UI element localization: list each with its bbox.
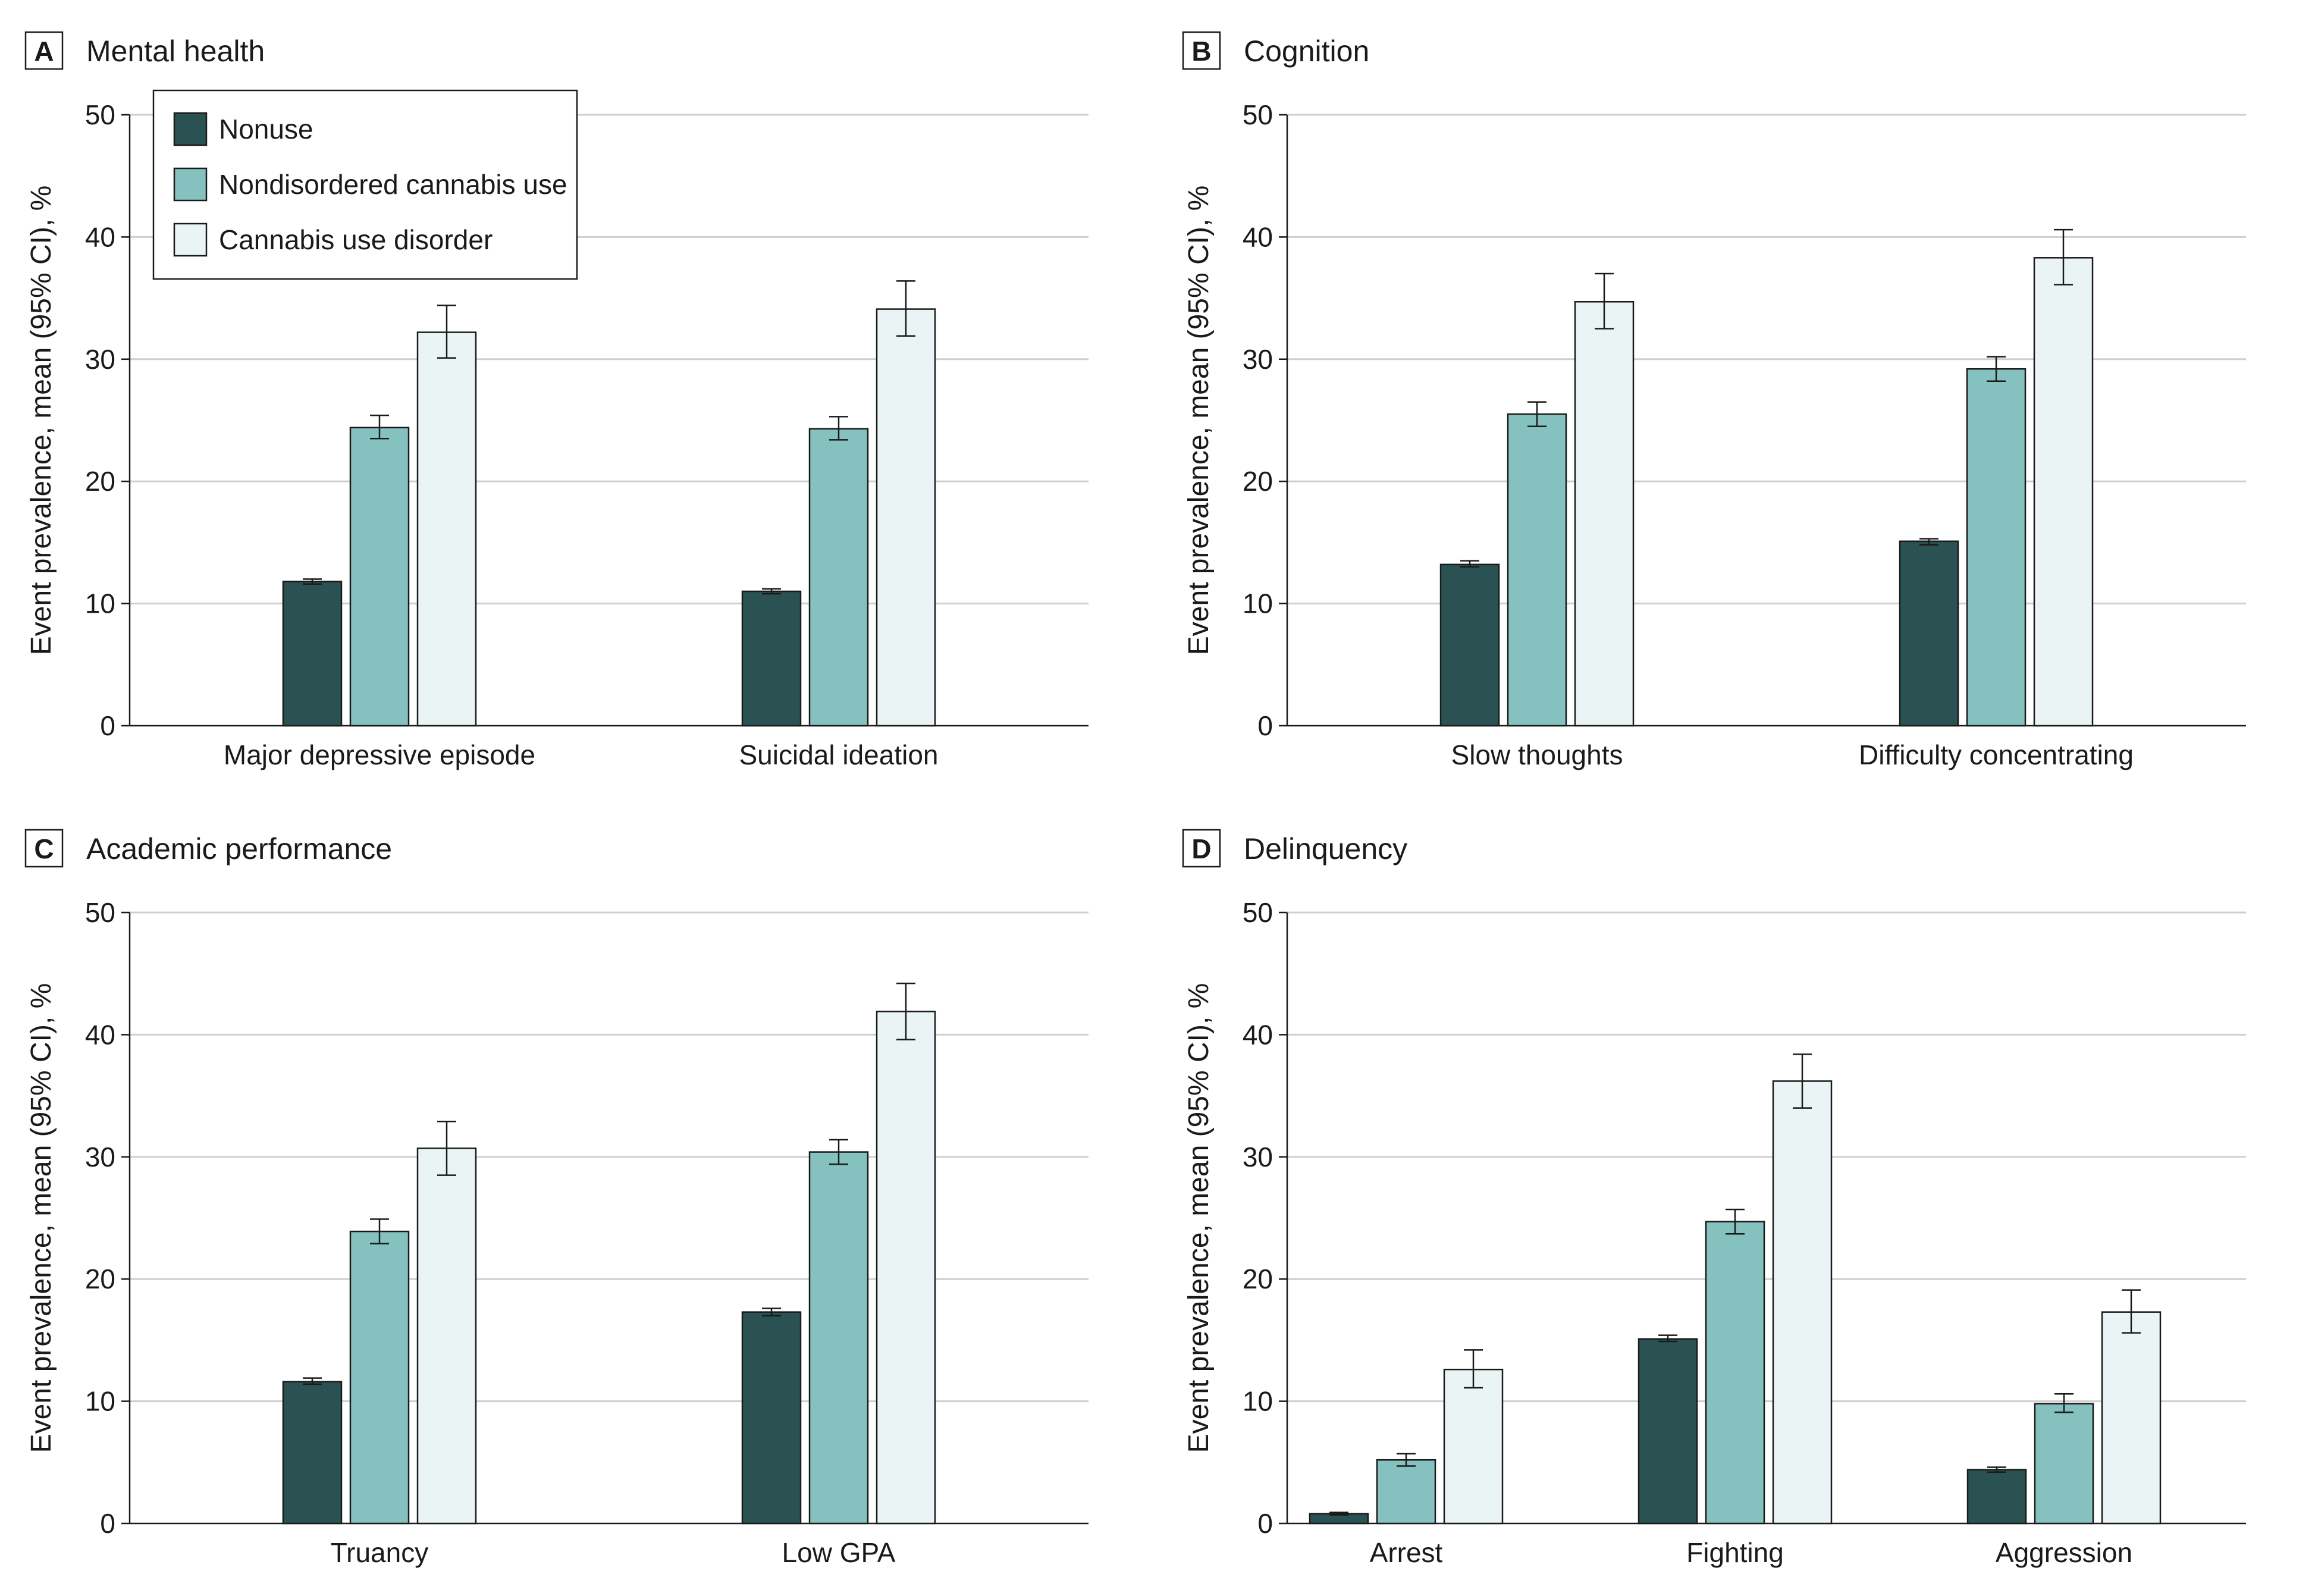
legend-label-cannabis-use-disorder: Cannabis use disorder <box>219 224 493 255</box>
panel-letter: D <box>1191 833 1211 864</box>
bar-nondisordered-cannabis-use-truancy <box>349 1230 410 1525</box>
y-tick-label: 40 <box>1243 1019 1273 1050</box>
bar-nondisordered-cannabis-use-arrest <box>1376 1459 1436 1525</box>
y-tick-label: 0 <box>1257 1508 1273 1539</box>
y-axis-title: Event prevalence, mean (95% CI), % <box>26 983 57 1453</box>
y-tick-label: 50 <box>1243 897 1273 928</box>
bar-nondisordered-cannabis-use-major-depressive-episode <box>349 427 410 727</box>
panel-letter: A <box>34 36 54 67</box>
bar-nondisordered-cannabis-use-suicidal-ideation <box>808 428 869 727</box>
bar-cannabis-use-disorder-arrest <box>1443 1368 1504 1525</box>
y-tick-label: 10 <box>85 588 115 619</box>
y-tick-label: 10 <box>1243 1386 1273 1417</box>
bar-nonuse-low-gpa <box>741 1311 802 1525</box>
panel-mental-health: A Mental health 0 10 20 30 40 50 Event prevalenc… <box>0 0 1158 798</box>
legend-swatch-cannabis-use-disorder <box>173 222 208 257</box>
y-tick-label: 10 <box>1243 588 1273 619</box>
bar-nonuse-fighting <box>1638 1338 1698 1525</box>
legend-swatch-nonuse <box>173 112 208 146</box>
y-axis-title: Event prevalence, mean (95% CI), % <box>26 186 57 656</box>
bar-nonuse-slow-thoughts <box>1439 563 1500 727</box>
x-tick-label-aggression: Aggression <box>1996 1537 2132 1568</box>
legend-box <box>152 89 578 280</box>
panel-title: Academic performance <box>86 832 392 866</box>
y-tick-label: 20 <box>1243 466 1273 497</box>
x-tick-label-difficulty-concentrating: Difficulty concentrating <box>1859 739 2134 770</box>
bar-cannabis-use-disorder-major-depressive-episode <box>416 331 477 727</box>
y-tick-label: 10 <box>85 1386 115 1417</box>
panel-academic-performance: C Academic performance 0 10 20 30 40 50 Event pr… <box>0 798 1158 1595</box>
chart-mental-health: A Mental health 0 10 20 30 40 50 Event prevalenc… <box>24 31 1089 770</box>
bar-cannabis-use-disorder-aggression <box>2101 1311 2162 1525</box>
panel-letter: B <box>1191 36 1211 67</box>
y-tick-label: 0 <box>100 710 115 741</box>
panel-delinquency: D Delinquency 0 10 20 30 40 50 Event prevalence,… <box>1158 798 2315 1595</box>
y-tick-label: 20 <box>85 466 115 497</box>
panel-letter-box <box>1182 31 1221 70</box>
bar-nonuse-aggression <box>1966 1469 2027 1525</box>
y-tick-label: 30 <box>85 1142 115 1172</box>
x-tick-label-fighting: Fighting <box>1686 1537 1784 1568</box>
bar-nondisordered-cannabis-use-difficulty-concentrating <box>1966 368 2027 727</box>
legend-swatch-nondisordered-cannabis-use <box>173 167 208 202</box>
x-tick-label-suicidal-ideation: Suicidal ideation <box>739 739 938 770</box>
bar-nonuse-major-depressive-episode <box>282 581 343 727</box>
bar-cannabis-use-disorder-fighting <box>1772 1080 1833 1525</box>
y-tick-label: 0 <box>100 1508 115 1539</box>
x-tick-label-truancy: Truancy <box>331 1537 428 1568</box>
y-tick-label: 40 <box>85 221 115 252</box>
panel-title: Delinquency <box>1244 832 1407 866</box>
y-tick-label: 40 <box>85 1019 115 1050</box>
bar-cannabis-use-disorder-slow-thoughts <box>1574 301 1635 727</box>
bar-nondisordered-cannabis-use-aggression <box>2034 1403 2094 1525</box>
x-tick-label-major-depressive-episode: Major depressive episode <box>224 739 535 770</box>
panel-title: Mental health <box>86 35 265 68</box>
panel-letter: C <box>34 833 54 864</box>
bar-nondisordered-cannabis-use-fighting <box>1705 1221 1765 1525</box>
bar-nonuse-truancy <box>282 1381 343 1525</box>
legend-label-nonuse: Nonuse <box>219 114 313 145</box>
panel-letter-box <box>24 829 64 868</box>
panel-cognition: B Cognition 0 10 20 30 40 50 Event prevalence, m… <box>1158 0 2315 798</box>
chart-delinquency: D Delinquency 0 10 20 30 40 50 Event prevalence,… <box>1182 829 2246 1568</box>
bar-nonuse-suicidal-ideation <box>741 590 802 727</box>
y-tick-label: 0 <box>1257 710 1273 741</box>
bar-cannabis-use-disorder-truancy <box>416 1147 477 1525</box>
legend-label-nondisordered-cannabis-use: Nondisordered cannabis use <box>219 169 567 200</box>
bar-nondisordered-cannabis-use-low-gpa <box>808 1151 869 1525</box>
bar-cannabis-use-disorder-difficulty-concentrating <box>2033 257 2094 727</box>
y-tick-label: 50 <box>1243 99 1273 130</box>
x-tick-label-low-gpa: Low GPA <box>782 1537 896 1568</box>
y-tick-label: 50 <box>85 99 115 130</box>
y-tick-label: 30 <box>1243 1142 1273 1172</box>
bar-cannabis-use-disorder-low-gpa <box>876 1011 936 1525</box>
y-tick-label: 30 <box>85 344 115 375</box>
y-tick-label: 20 <box>85 1263 115 1294</box>
x-tick-label-slow-thoughts: Slow thoughts <box>1451 739 1623 770</box>
y-axis-title: Event prevalence, mean (95% CI), % <box>1183 983 1215 1453</box>
bar-nondisordered-cannabis-use-slow-thoughts <box>1507 413 1567 727</box>
panel-title: Cognition <box>1244 35 1369 68</box>
y-tick-label: 50 <box>85 897 115 928</box>
panel-letter-box <box>24 31 64 70</box>
y-tick-label: 30 <box>1243 344 1273 375</box>
panel-letter-box <box>1182 829 1221 868</box>
bar-cannabis-use-disorder-suicidal-ideation <box>876 308 936 727</box>
x-tick-label-arrest: Arrest <box>1370 1537 1443 1568</box>
y-tick-label: 40 <box>1243 221 1273 252</box>
chart-academic-performance: C Academic performance 0 10 20 30 40 50 Event pr… <box>24 829 1089 1568</box>
y-tick-label: 20 <box>1243 1263 1273 1294</box>
bar-nonuse-difficulty-concentrating <box>1899 540 1959 727</box>
chart-cognition: B Cognition 0 10 20 30 40 50 Event prevalence, m… <box>1182 31 2246 770</box>
y-axis-title: Event prevalence, mean (95% CI), % <box>1183 186 1215 656</box>
